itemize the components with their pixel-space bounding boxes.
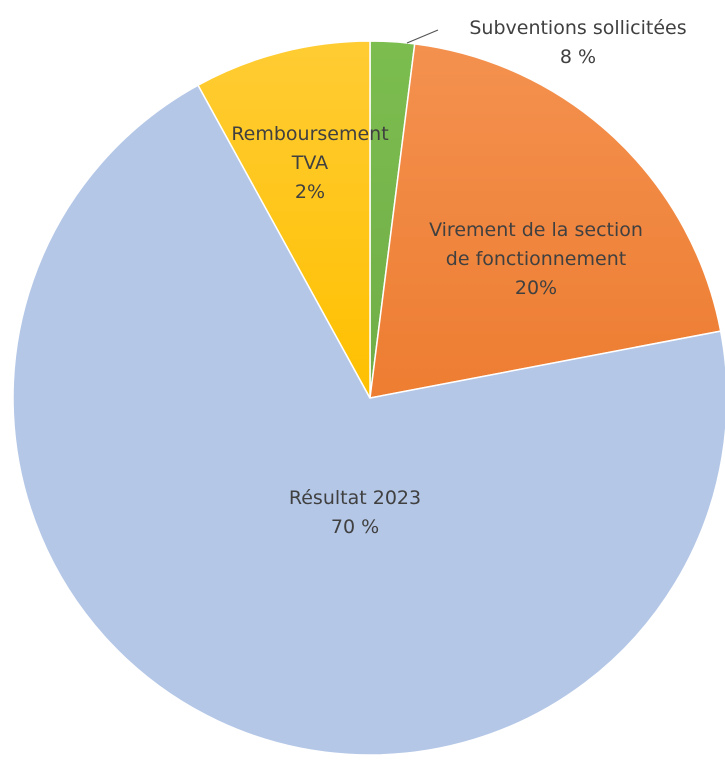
data-label-line: de fonctionnement <box>446 248 626 270</box>
pie-slice-3 <box>12 84 725 756</box>
labels-layer: Subventions sollicitées 8 % Virement de la… <box>231 17 686 538</box>
data-label-line: 70 % <box>331 516 379 538</box>
data-label-line: 20% <box>515 277 557 299</box>
data-label-line: Subventions sollicitées <box>469 17 686 39</box>
leader-line <box>406 29 439 44</box>
data-label-line: TVA <box>291 152 328 174</box>
data-label-line: Résultat 2023 <box>289 487 421 509</box>
data-label-line: Virement de la section <box>429 219 643 241</box>
data-label-line: 2% <box>295 181 325 203</box>
data-label-4: Remboursement TVA 2% <box>231 123 388 203</box>
data-label-line: 8 % <box>560 46 596 68</box>
data-label-1: Subventions sollicitées 8 % <box>469 17 686 68</box>
data-label-2: Virement de la section de fonctionnement 2… <box>429 219 643 299</box>
data-label-3: Résultat 2023 70 % <box>289 487 421 538</box>
slices-layer <box>12 40 725 756</box>
data-label-line: Remboursement <box>231 123 388 145</box>
pie-slice-2 <box>369 42 722 399</box>
pie-slice-4 <box>196 40 371 399</box>
